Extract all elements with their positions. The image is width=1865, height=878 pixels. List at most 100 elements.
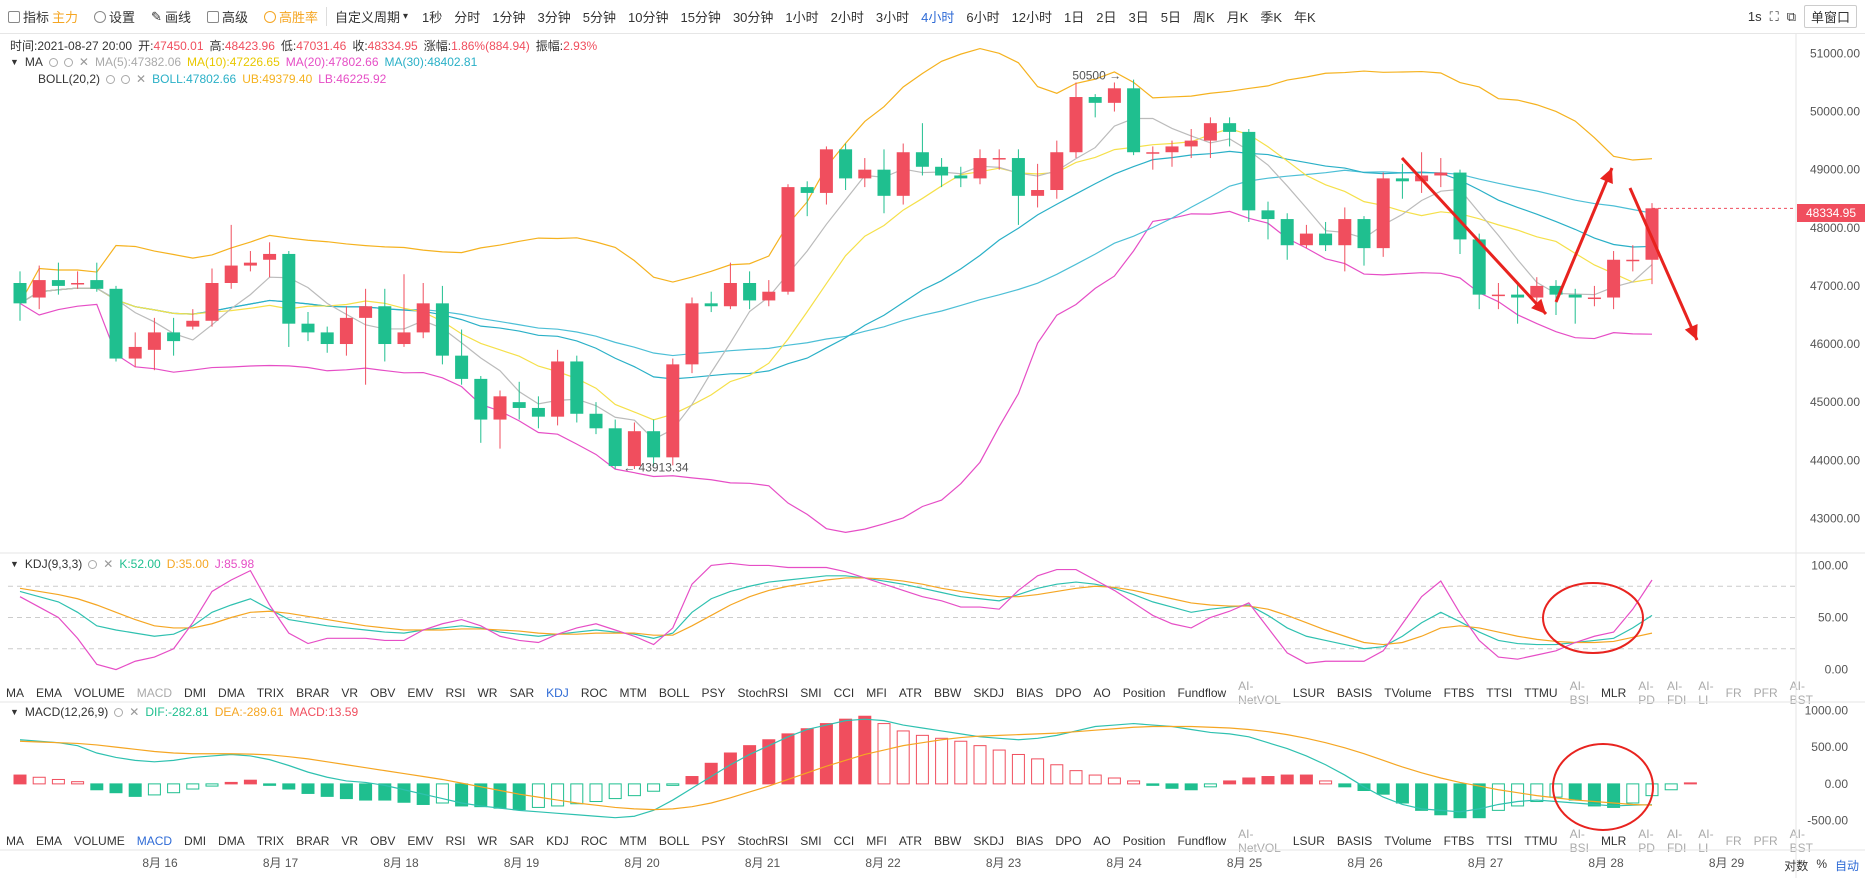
period-21[interactable]: 年K bbox=[1294, 10, 1316, 25]
fullscreen-icon[interactable]: ⛶ bbox=[1769, 8, 1779, 24]
indicator-tab-ao[interactable]: AO bbox=[1093, 834, 1111, 848]
indicator-tab-ai-netvol[interactable]: AI-NetVOL bbox=[1238, 679, 1281, 707]
indicator-tab-ai-fdi[interactable]: AI-FDI bbox=[1666, 679, 1687, 707]
indicator-tab-ai-bst[interactable]: AI-BST bbox=[1789, 827, 1813, 855]
period-3[interactable]: 3分钟 bbox=[537, 10, 571, 25]
indicator-tab-boll[interactable]: BOLL bbox=[658, 686, 690, 700]
log-scale-toggle[interactable]: 对数 bbox=[1784, 859, 1809, 873]
close-icon[interactable]: ✕ bbox=[136, 72, 147, 86]
indicator-tab-macd[interactable]: MACD bbox=[136, 834, 173, 848]
indicator-tab-vr[interactable]: VR bbox=[341, 686, 359, 700]
indicator-tab-ttmu[interactable]: TTMU bbox=[1524, 834, 1558, 848]
indicator-tab-ai-pd[interactable]: AI-PD bbox=[1638, 679, 1655, 707]
collapse-icon[interactable]: ▼ bbox=[10, 57, 19, 67]
period-10[interactable]: 3小时 bbox=[875, 10, 910, 25]
indicator-tab-fundflow[interactable]: Fundflow bbox=[1177, 834, 1227, 848]
indicator-tab-basis[interactable]: BASIS bbox=[1336, 834, 1373, 848]
indicator-button[interactable]: 指标 主力 bbox=[0, 7, 86, 26]
high-win-button[interactable]: 高胜率 bbox=[256, 7, 326, 26]
collapse-icon[interactable]: ▼ bbox=[10, 559, 19, 569]
gear-icon[interactable] bbox=[114, 707, 124, 717]
indicator-tab-skdj[interactable]: SKDJ bbox=[973, 686, 1005, 700]
period-20[interactable]: 季K bbox=[1260, 10, 1282, 25]
indicator-tab-basis[interactable]: BASIS bbox=[1336, 686, 1373, 700]
indicator-tab-brar[interactable]: BRAR bbox=[296, 834, 330, 848]
gear-icon[interactable] bbox=[88, 559, 98, 569]
gear-icon[interactable] bbox=[121, 74, 131, 84]
indicator-tab-brar[interactable]: BRAR bbox=[296, 686, 330, 700]
indicator-tab-smi[interactable]: SMI bbox=[800, 834, 822, 848]
period-16[interactable]: 3日 bbox=[1128, 10, 1149, 25]
indicator-tab-mfi[interactable]: MFI bbox=[866, 686, 887, 700]
indicator-tab-ema[interactable]: EMA bbox=[36, 686, 63, 700]
period-14[interactable]: 1日 bbox=[1064, 10, 1085, 25]
period-5[interactable]: 10分钟 bbox=[628, 10, 669, 25]
screenshot-icon[interactable]: ⧉ bbox=[1786, 8, 1796, 24]
indicator-tab-tvolume[interactable]: TVolume bbox=[1384, 834, 1432, 848]
interval-label[interactable]: 1s bbox=[1747, 9, 1762, 24]
indicator-tab-mfi[interactable]: MFI bbox=[866, 834, 887, 848]
indicator-tab-volume[interactable]: VOLUME bbox=[74, 686, 125, 700]
indicator-tab-ftbs[interactable]: FTBS bbox=[1443, 834, 1475, 848]
indicator-tab-ai-bsi[interactable]: AI-BSI bbox=[1569, 827, 1589, 855]
indicator-tab-mtm[interactable]: MTM bbox=[619, 834, 647, 848]
indicator-tab-kdj[interactable]: KDJ bbox=[546, 834, 569, 848]
close-icon[interactable]: ✕ bbox=[129, 705, 140, 719]
period-4[interactable]: 5分钟 bbox=[582, 10, 616, 25]
indicator-tab-ai-netvol[interactable]: AI-NetVOL bbox=[1238, 827, 1281, 855]
indicator-tab-position[interactable]: Position bbox=[1122, 686, 1166, 700]
indicator-tab-ai-li[interactable]: AI-LI bbox=[1698, 679, 1714, 707]
period-6[interactable]: 15分钟 bbox=[680, 10, 721, 25]
indicator-tab-atr[interactable]: ATR bbox=[898, 834, 923, 848]
period-8[interactable]: 1小时 bbox=[785, 10, 819, 25]
indicator-tab-roc[interactable]: ROC bbox=[580, 686, 608, 700]
indicator-tab-volume[interactable]: VOLUME bbox=[74, 834, 125, 848]
indicator-tab-dmi[interactable]: DMI bbox=[184, 686, 207, 700]
indicator-tab-wr[interactable]: WR bbox=[477, 834, 498, 848]
period-11[interactable]: 4小时 bbox=[921, 10, 955, 25]
period-15[interactable]: 2日 bbox=[1096, 10, 1117, 25]
indicator-tab-ao[interactable]: AO bbox=[1093, 686, 1111, 700]
indicator-tab-psy[interactable]: PSY bbox=[701, 834, 726, 848]
gear-icon[interactable] bbox=[63, 57, 73, 67]
indicator-tab-stochrsi[interactable]: StochRSI bbox=[737, 686, 789, 700]
indicator-tab-ai-li[interactable]: AI-LI bbox=[1698, 827, 1714, 855]
indicator-tab-ema[interactable]: EMA bbox=[36, 834, 63, 848]
indicator-tab-bbw[interactable]: BBW bbox=[934, 834, 962, 848]
period-7[interactable]: 30分钟 bbox=[732, 10, 774, 25]
indicator-tab-mlr[interactable]: MLR bbox=[1600, 686, 1627, 700]
period-19[interactable]: 月K bbox=[1226, 10, 1249, 25]
indicator-tab-rsi[interactable]: RSI bbox=[445, 834, 466, 848]
indicator-tab-bias[interactable]: BIAS bbox=[1016, 686, 1044, 700]
indicator-tab-ttmu[interactable]: TTMU bbox=[1524, 686, 1558, 700]
indicator-tab-pfr[interactable]: PFR bbox=[1753, 834, 1778, 848]
indicator-tab-obv[interactable]: OBV bbox=[370, 686, 396, 700]
indicator-tab-skdj[interactable]: SKDJ bbox=[973, 834, 1005, 848]
indicator-tab-cci[interactable]: CCI bbox=[833, 686, 855, 700]
indicator-tab-atr[interactable]: ATR bbox=[898, 686, 923, 700]
indicator-tab-emv[interactable]: EMV bbox=[407, 686, 434, 700]
indicator-tab-wr[interactable]: WR bbox=[477, 686, 498, 700]
indicator-tab-rsi[interactable]: RSI bbox=[445, 686, 466, 700]
indicator-tab-macd[interactable]: MACD bbox=[136, 686, 173, 700]
advanced-button[interactable]: 高级 bbox=[199, 7, 256, 26]
indicator-tab-ai-bst[interactable]: AI-BST bbox=[1789, 679, 1813, 707]
indicator-tab-ttsi[interactable]: TTSI bbox=[1486, 686, 1513, 700]
indicator-tab-kdj[interactable]: KDJ bbox=[546, 686, 569, 700]
indicator-tab-emv[interactable]: EMV bbox=[407, 834, 434, 848]
auto-scale-toggle[interactable]: 自动 bbox=[1834, 859, 1859, 873]
settings-button[interactable]: 设置 bbox=[86, 7, 143, 26]
indicator-tab-sar[interactable]: SAR bbox=[509, 834, 535, 848]
indicator-tab-dmi[interactable]: DMI bbox=[184, 834, 207, 848]
indicator-tab-pfr[interactable]: PFR bbox=[1753, 686, 1778, 700]
indicator-tab-cci[interactable]: CCI bbox=[833, 834, 855, 848]
indicator-tab-bias[interactable]: BIAS bbox=[1016, 834, 1044, 848]
indicator-tab-smi[interactable]: SMI bbox=[800, 686, 822, 700]
indicator-tab-ma[interactable]: MA bbox=[6, 686, 24, 700]
draw-button[interactable]: ✎ 画线 bbox=[143, 7, 199, 26]
indicator-tab-lsur[interactable]: LSUR bbox=[1292, 834, 1325, 848]
eye-icon[interactable] bbox=[48, 57, 58, 67]
indicator-tab-dma[interactable]: DMA bbox=[218, 686, 245, 700]
indicator-tab-ai-pd[interactable]: AI-PD bbox=[1638, 827, 1655, 855]
